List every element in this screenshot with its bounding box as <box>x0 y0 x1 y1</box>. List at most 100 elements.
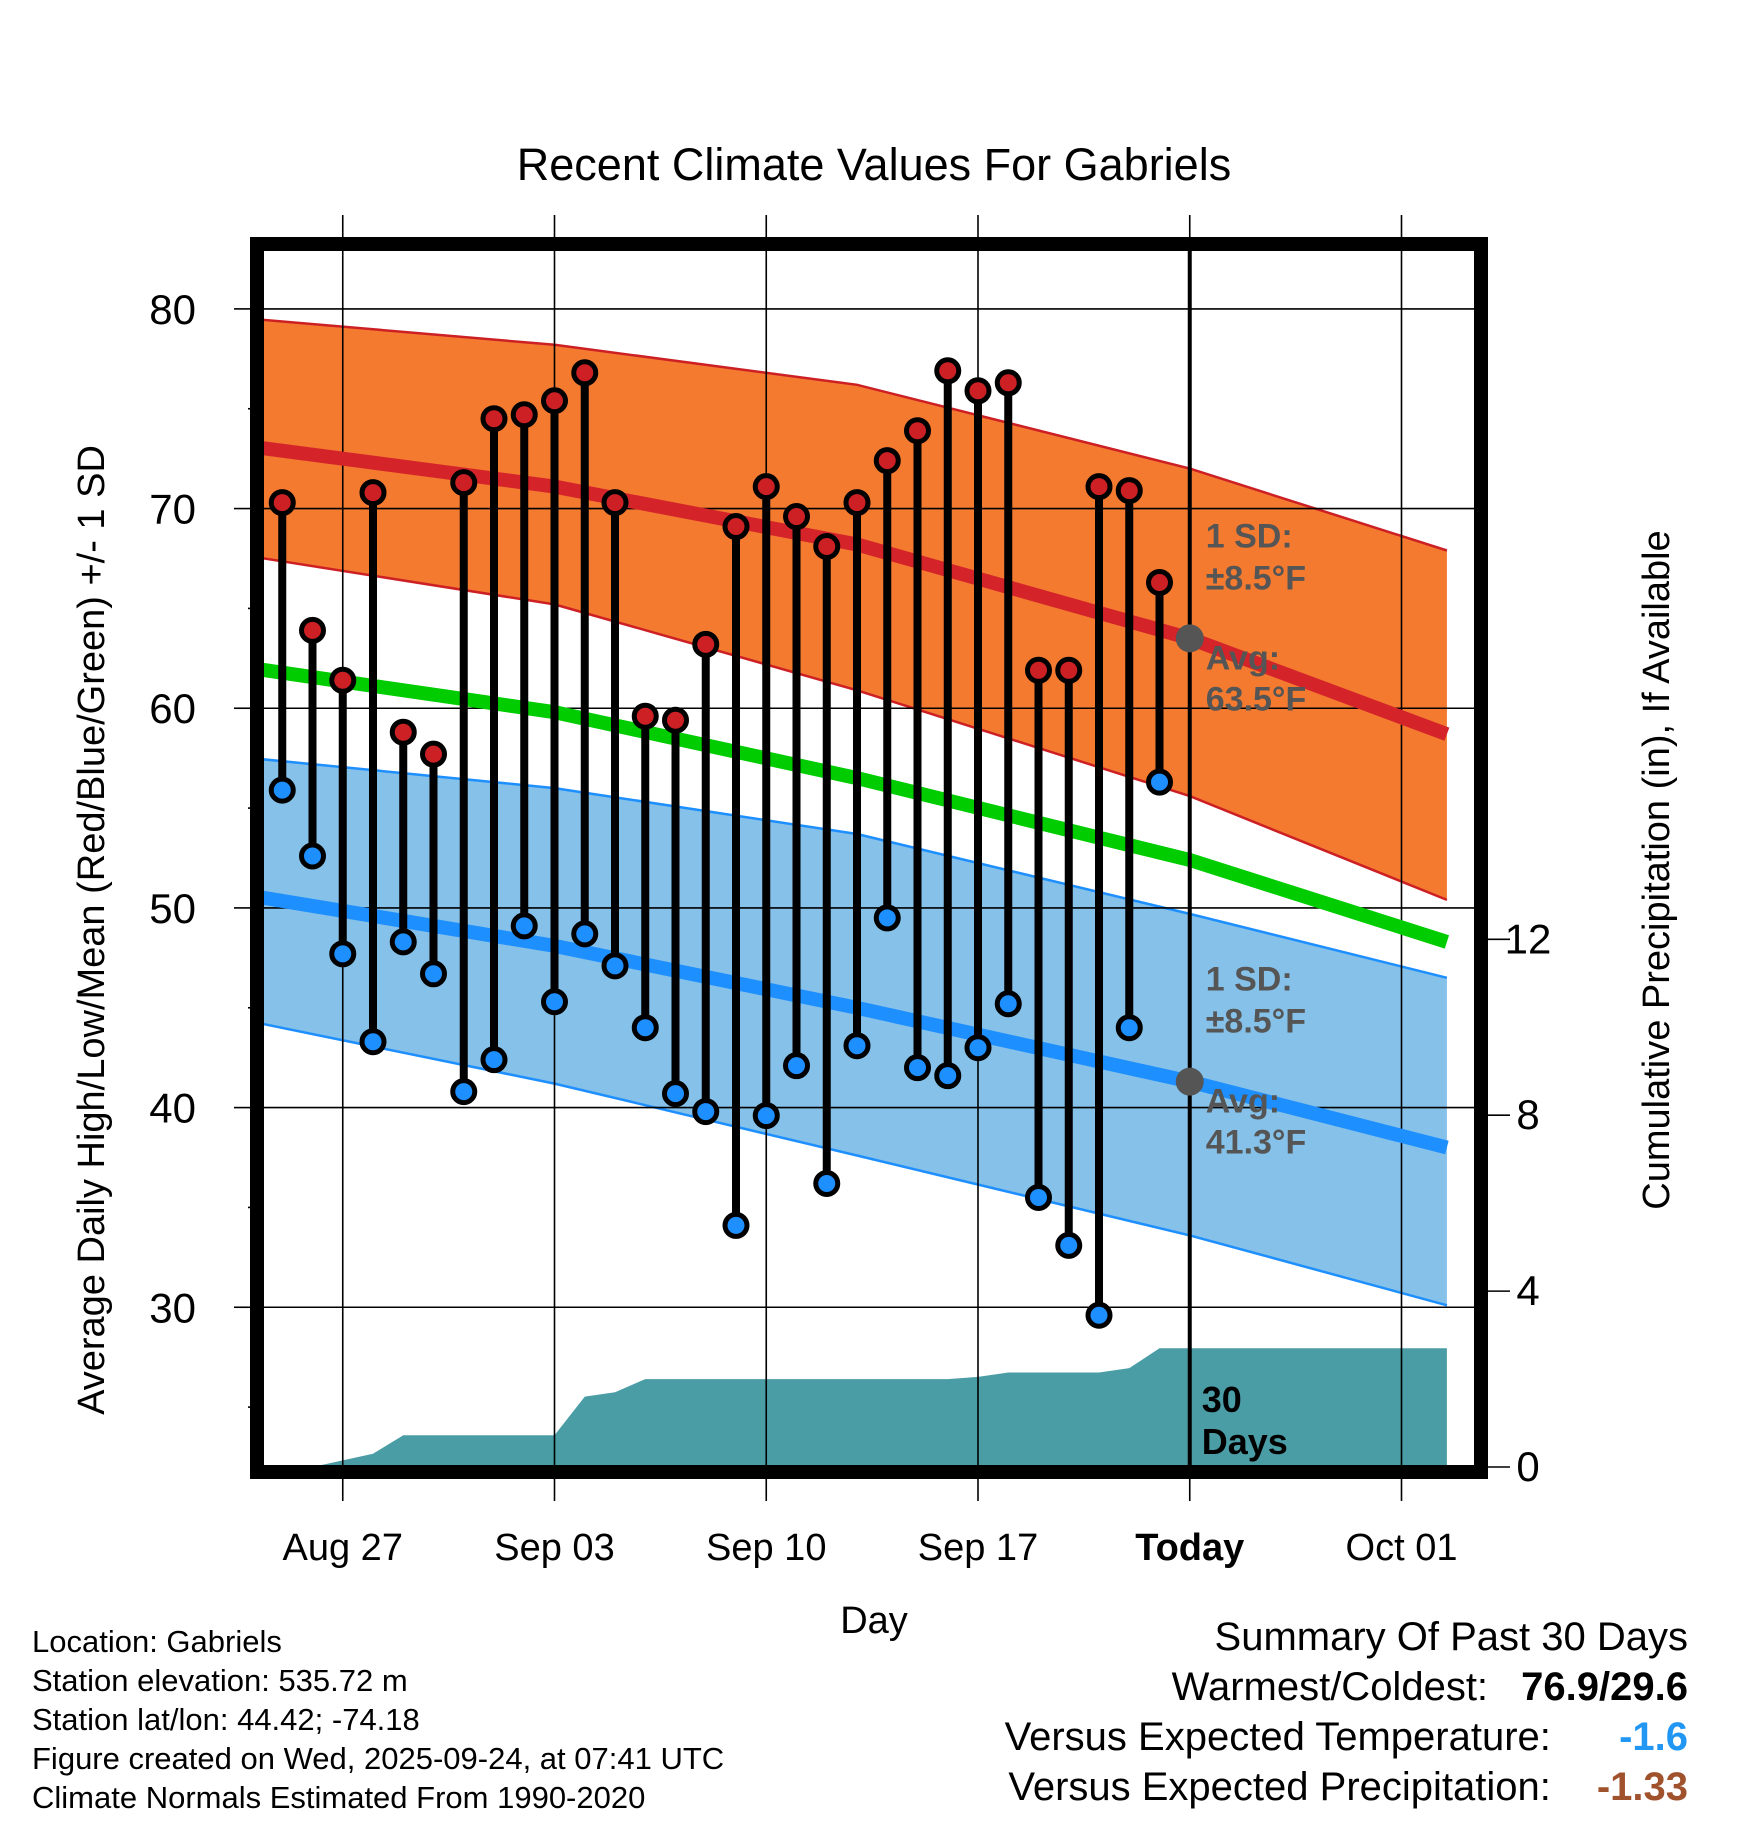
daily-low-point <box>662 1080 689 1108</box>
y2-tick-label: 0 <box>1516 1443 1539 1490</box>
station-info: Location: Gabriels Station elevation: 53… <box>32 1622 724 1817</box>
daily-high-point <box>1025 656 1052 684</box>
daily-high-point <box>268 489 296 517</box>
x-tick-label: Sep 10 <box>706 1527 826 1569</box>
daily-low-point <box>299 842 326 870</box>
daily-high-point <box>934 357 962 385</box>
daily-low-point <box>783 1052 810 1080</box>
daily-high-point <box>510 401 538 429</box>
daily-low-point <box>450 1078 478 1106</box>
days-count-label: 30 <box>1202 1379 1242 1420</box>
daily-low-point <box>1025 1183 1052 1211</box>
daily-high-point <box>541 387 568 415</box>
daily-high-point <box>843 489 871 517</box>
high-avg-value: 63.5°F <box>1206 680 1307 718</box>
daily-low-point <box>541 988 568 1016</box>
precip-anomaly-value: -1.33 <box>1596 1765 1688 1809</box>
y-tick-label: 30 <box>149 1284 196 1331</box>
daily-low-point <box>571 920 599 948</box>
daily-low-point <box>692 1098 720 1126</box>
x-tick-label: Aug 27 <box>283 1527 403 1569</box>
temp-anomaly-label: Versus Expected Temperature: <box>1004 1715 1551 1759</box>
high-avg-label: Avg: <box>1206 639 1280 677</box>
daily-high-point <box>631 702 659 730</box>
daily-high-point <box>964 377 992 405</box>
daily-low-point <box>480 1046 508 1074</box>
daily-low-point <box>510 912 538 940</box>
x-tick-label: Oct 01 <box>1346 1527 1458 1569</box>
low-avg-marker <box>1175 1067 1204 1096</box>
daily-high-point <box>1146 568 1173 596</box>
daily-low-point <box>268 776 296 804</box>
low-sd-lower-line <box>262 1022 1448 1307</box>
daily-high-point <box>1085 473 1113 501</box>
high-sd-label: 1 SD: <box>1206 517 1293 555</box>
low-sd-label: 1 SD: <box>1206 961 1293 999</box>
daily-low-point <box>420 960 447 988</box>
daily-high-point <box>752 473 780 501</box>
daily-low-point <box>601 952 629 980</box>
daily-low-point <box>752 1102 780 1130</box>
daily-high-point <box>873 447 901 475</box>
info-created: Figure created on Wed, 2025-09-24, at 07… <box>32 1741 725 1776</box>
daily-high-point <box>299 616 326 644</box>
daily-low-point <box>873 904 901 932</box>
summary-temp-anomaly: Versus Expected Temperature: -1.6 <box>1005 1712 1688 1762</box>
info-latlon: Station lat/lon: 44.42; -74.18 <box>32 1702 420 1737</box>
y-tick-label: 70 <box>149 486 196 533</box>
daily-low-point <box>843 1032 871 1060</box>
daily-high-point <box>813 533 841 561</box>
daily-low-point <box>329 940 357 968</box>
daily-high-point <box>1055 656 1083 684</box>
precip-area <box>262 1348 1447 1467</box>
daily-low-point <box>813 1169 841 1197</box>
temp-anomaly-value: -1.6 <box>1619 1715 1688 1759</box>
low-avg-label: Avg: <box>1206 1083 1280 1121</box>
info-elevation: Station elevation: 535.72 m <box>32 1663 408 1698</box>
summary-precip-anomaly: Versus Expected Precipitation: -1.33 <box>1005 1762 1688 1812</box>
daily-low-point <box>904 1054 931 1082</box>
y-tick-label: 80 <box>149 286 196 333</box>
high-sd-value: ±8.5°F <box>1206 559 1306 597</box>
warm-cold-value: 76.9/29.6 <box>1521 1665 1688 1709</box>
high-sd-upper-line <box>262 318 1448 552</box>
daily-low-point <box>389 928 417 956</box>
daily-high-point <box>1115 477 1143 505</box>
y-tick-label: 50 <box>149 885 196 932</box>
chart-title: Recent Climate Values For Gabriels <box>517 139 1231 190</box>
precip-anomaly-label: Versus Expected Precipitation: <box>1008 1765 1551 1809</box>
x-tick-label: Sep 17 <box>918 1527 1038 1569</box>
daily-low-point <box>994 990 1022 1018</box>
warm-cold-label: Warmest/Coldest: <box>1171 1665 1489 1709</box>
y2-tick-label: 4 <box>1516 1267 1539 1314</box>
y-tick-label: 60 <box>149 685 196 732</box>
info-normals: Climate Normals Estimated From 1990-2020 <box>32 1780 646 1815</box>
x-tick-label: Sep 03 <box>494 1527 614 1569</box>
plot-frame <box>250 237 1488 1479</box>
y2-axis-label: Cumulative Precipitation (in), If Availa… <box>1636 530 1678 1209</box>
daily-high-point <box>359 479 387 507</box>
daily-low-point <box>964 1034 992 1062</box>
daily-high-point <box>329 666 357 694</box>
daily-high-point <box>722 513 750 541</box>
daily-low-point <box>359 1028 387 1056</box>
y-axis-label: Average Daily High/Low/Mean (Red/Blue/Gr… <box>71 445 113 1415</box>
daily-high-point <box>692 630 720 658</box>
daily-low-point <box>1085 1301 1113 1329</box>
x-axis-label: Day <box>840 1600 908 1642</box>
daily-high-point <box>783 503 810 531</box>
daily-low-point <box>631 1014 659 1042</box>
low-avg-value: 41.3°F <box>1206 1124 1307 1162</box>
daily-low-point <box>1146 768 1173 796</box>
days-word-label: Days <box>1202 1421 1288 1462</box>
summary-title: Summary Of Past 30 Days <box>1214 1615 1688 1659</box>
daily-low-point <box>1115 1014 1143 1042</box>
daily-high-point <box>450 469 478 497</box>
y-tick-label: 40 <box>149 1085 196 1132</box>
low-sd-value: ±8.5°F <box>1206 1003 1306 1041</box>
daily-low-point <box>722 1211 750 1239</box>
y2-tick-label: 12 <box>1505 915 1552 962</box>
summary-panel: Summary Of Past 30 Days Warmest/Coldest:… <box>1005 1612 1688 1812</box>
